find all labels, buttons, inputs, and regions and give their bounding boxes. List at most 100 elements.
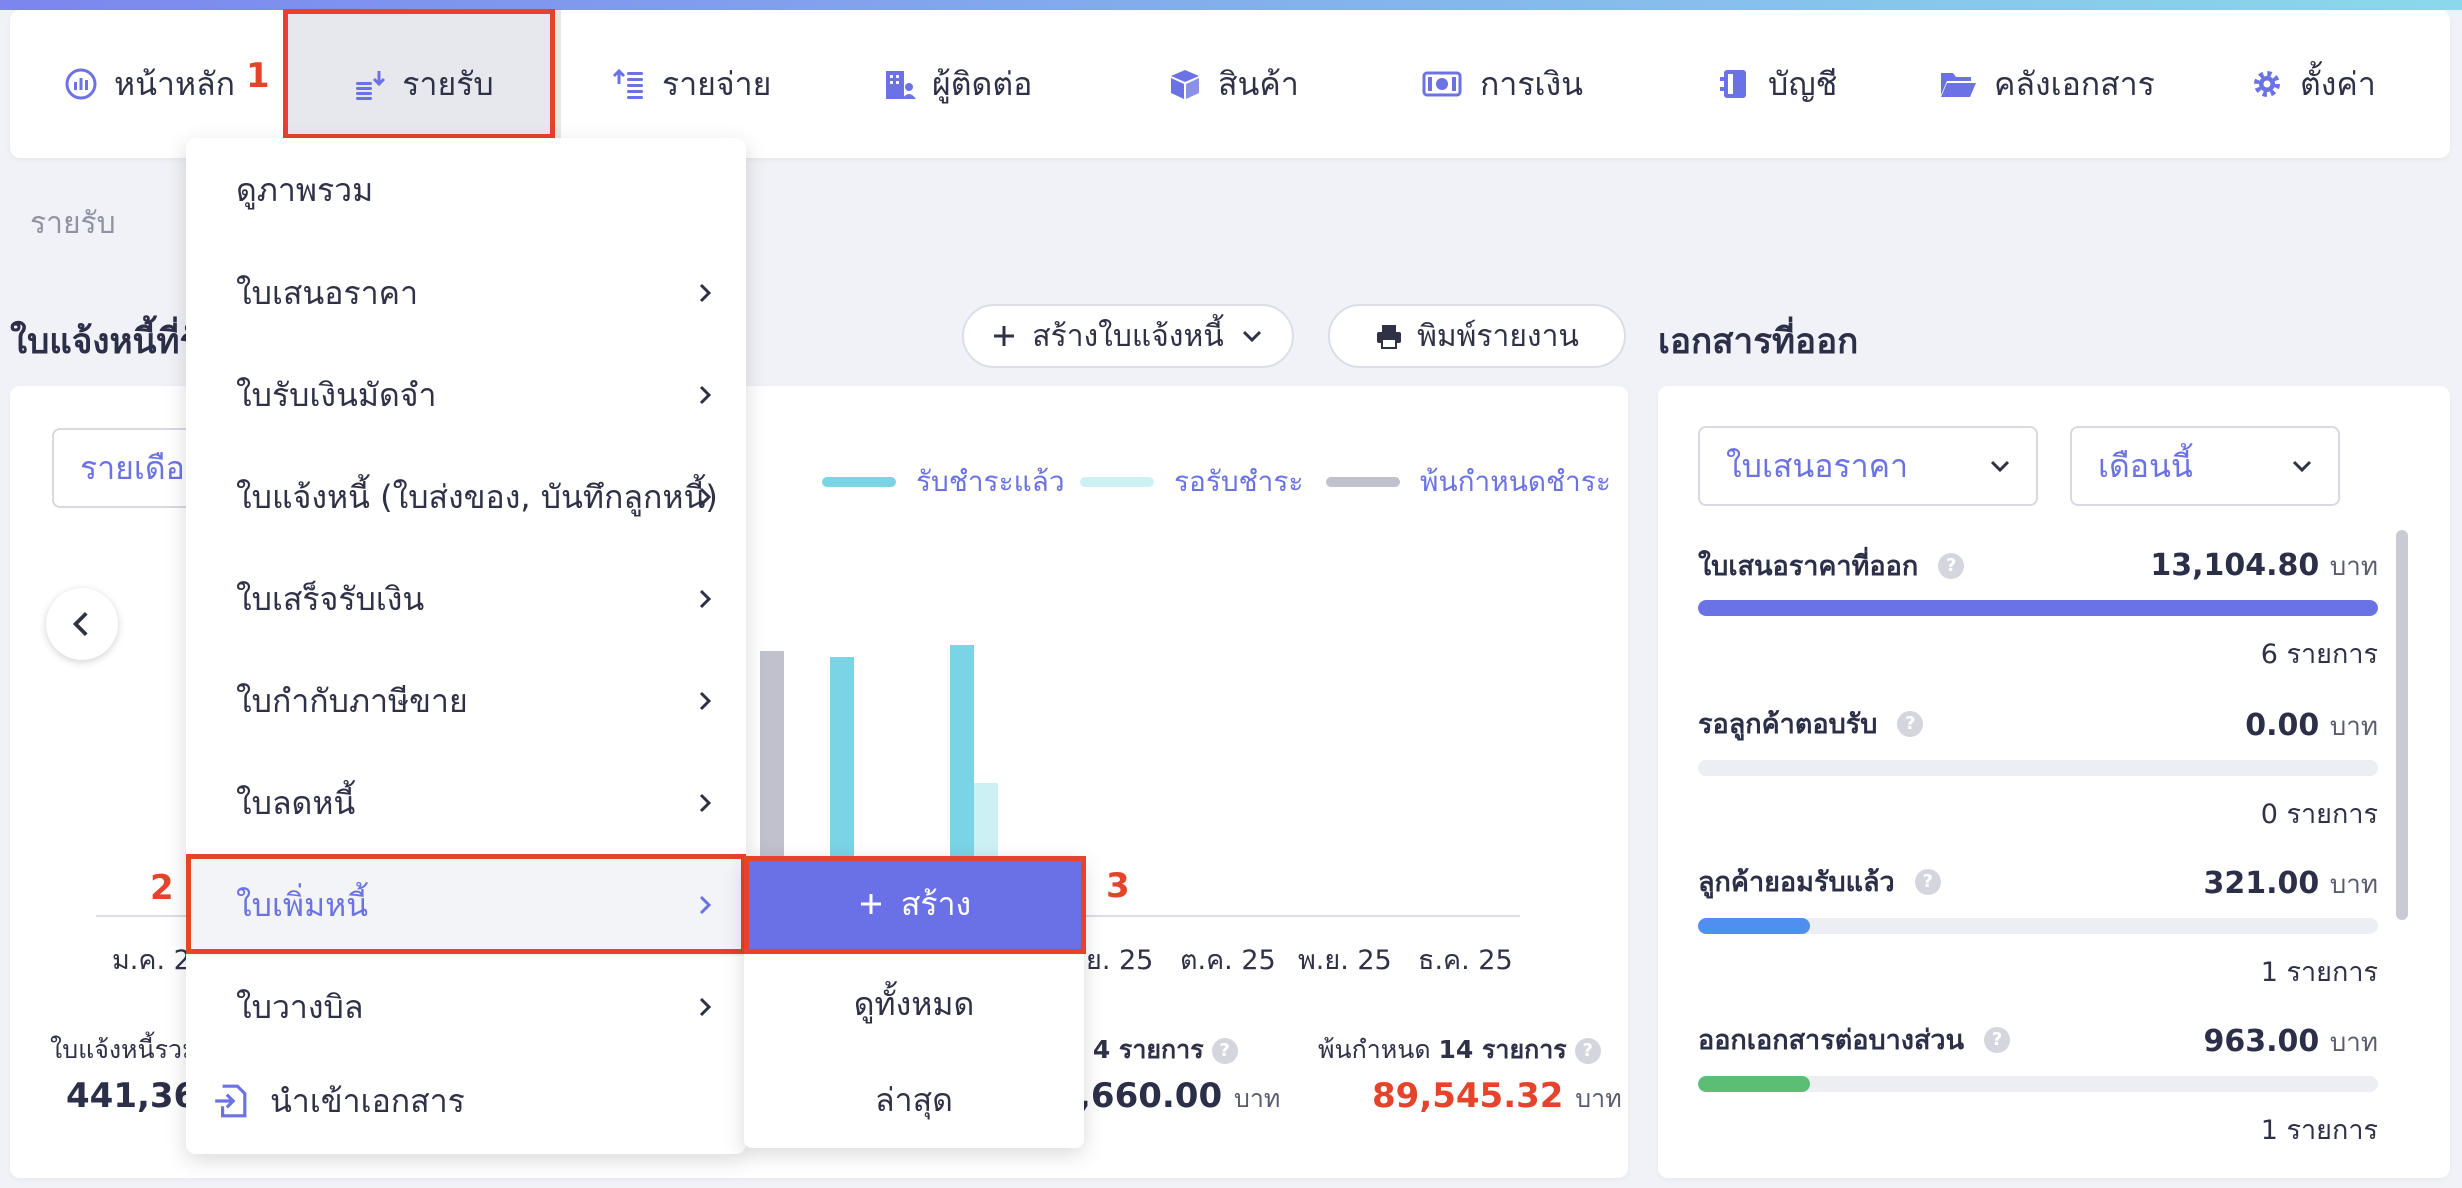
legend-overdue[interactable]: พ้นกำหนดชำระ xyxy=(1326,460,1611,504)
doc-row-label: ลูกค้ายอมรับแล้ว ? xyxy=(1698,860,1941,903)
currency-unit: บาท xyxy=(2329,870,2378,900)
menu-item-quotation[interactable]: ใบเสนอราคา xyxy=(186,242,746,344)
nav-item-contacts[interactable]: ผู้ติดต่อ xyxy=(882,10,1032,158)
tick-label: ต.ค. 25 xyxy=(1180,945,1276,976)
menu-item-debit-note[interactable]: ใบเพิ่มหนี้ xyxy=(186,854,746,956)
document-type-select[interactable]: ใบเสนอราคา xyxy=(1698,426,2038,506)
plus-icon xyxy=(860,894,881,914)
menu-item-overview[interactable]: ดูภาพรวม xyxy=(186,140,746,240)
menu-item-label: ใบแจ้งหนี้ (ใบส่งของ, บันทึกลูกหนี้) xyxy=(236,477,718,516)
print-report-button[interactable]: พิมพ์รายงาน xyxy=(1328,304,1626,368)
menu-item-label: ใบกำกับภาษีขาย xyxy=(236,681,468,720)
menu-item-label: ใบรับเงินมัดจำ xyxy=(236,375,437,414)
help-icon[interactable]: ? xyxy=(1984,1026,2011,1053)
nav-item-documents[interactable]: คลังเอกสาร xyxy=(1938,10,2155,158)
doc-row-amount: 321.00 xyxy=(2203,866,2320,901)
chevron-right-icon xyxy=(699,589,712,609)
currency-unit: บาท xyxy=(2329,712,2378,742)
currency-unit: บาท xyxy=(2329,552,2378,582)
menu-item-tax-invoice[interactable]: ใบกำกับภาษีขาย xyxy=(186,650,746,752)
chevron-right-icon xyxy=(699,793,712,813)
menu-item-receipt[interactable]: ใบเสร็จรับเงิน xyxy=(186,548,746,650)
nav-item-label: รายจ่าย xyxy=(662,64,772,103)
doc-row-value: 13,104.80 บาท xyxy=(2080,546,2378,587)
currency-unit: บาท xyxy=(1233,1084,1281,1113)
top-accent-bar xyxy=(0,0,2462,10)
nav-item-label: รายรับ xyxy=(402,64,494,103)
tick-label: ธ.ค. 25 xyxy=(1418,945,1513,976)
menu-item-import[interactable]: นำเข้าเอกสาร xyxy=(186,1050,746,1152)
help-icon[interactable]: ? xyxy=(1938,552,1965,579)
menu-item-credit-note[interactable]: ใบลดหนี้ xyxy=(186,752,746,854)
menu-item-billing-note[interactable]: ใบวางบิล xyxy=(186,956,746,1058)
nav-item-label: สินค้า xyxy=(1218,64,1299,103)
doc-row-count: 1 รายการ xyxy=(2260,1115,2378,1146)
view-all-button[interactable]: ดูทั้งหมด xyxy=(744,956,1084,1052)
nav-item-label: หน้าหลัก xyxy=(114,64,236,103)
doc-row-value: 963.00 บาท xyxy=(2080,1022,2378,1063)
chevron-down-icon xyxy=(1990,460,2010,473)
nav-item-label: คลังเอกสาร xyxy=(1994,64,2155,103)
menu-item-label: นำเข้าเอกสาร xyxy=(270,1081,465,1120)
create-invoice-label: สร้างใบแจ้งหนี้ xyxy=(1032,318,1224,354)
overdue-stat-label: พ้นกำหนด 14 รายการ ? xyxy=(1318,1030,1601,1070)
chevron-down-icon xyxy=(2292,460,2312,473)
create-invoice-button[interactable]: สร้างใบแจ้งหนี้ xyxy=(962,304,1294,368)
doc-row-progress xyxy=(1698,600,2378,616)
help-icon[interactable]: ? xyxy=(1211,1038,1238,1064)
folder-icon xyxy=(1941,73,1976,97)
nav-item-accounting[interactable]: บัญชี xyxy=(1718,10,1837,158)
legend-swatch xyxy=(1326,477,1400,487)
latest-button[interactable]: ล่าสุด xyxy=(744,1052,1084,1148)
breadcrumb: รายรับ xyxy=(30,206,116,241)
chevron-right-icon xyxy=(699,385,712,405)
document-period-select[interactable]: เดือนนี้ xyxy=(2070,426,2340,506)
legend-paid[interactable]: รับชำระแล้ว xyxy=(822,460,1065,504)
pending-stat-label: ระ 4 รายการ ? xyxy=(1058,1030,1238,1070)
step-marker-1: 1 xyxy=(246,56,270,96)
doc-row-count: 6 รายการ xyxy=(2260,639,2378,670)
plus-icon xyxy=(994,326,1015,346)
legend-pending[interactable]: รอรับชำระ xyxy=(1080,460,1303,504)
menu-item-label: ดูภาพรวม xyxy=(236,170,374,209)
document-type-value: ใบเสนอราคา xyxy=(1726,446,1909,485)
nav-item-home[interactable]: หน้าหลัก xyxy=(64,10,235,158)
nav-item-products[interactable]: สินค้า xyxy=(1168,10,1299,158)
tick-label: ย. 25 xyxy=(1086,945,1154,976)
menu-item-label: ใบเพิ่มหนี้ xyxy=(236,885,369,924)
pending-amount: ,660.00 xyxy=(1078,1076,1223,1116)
doc-row-progress xyxy=(1698,1076,2378,1092)
currency-unit: บาท xyxy=(2329,1028,2378,1058)
chart-prev-button[interactable] xyxy=(46,588,118,660)
doc-row-amount: 0.00 xyxy=(2245,708,2320,743)
chevron-right-icon xyxy=(699,997,712,1017)
nav-item-label: ตั้งค่า xyxy=(2300,64,2376,103)
documents-scrollbar[interactable] xyxy=(2396,530,2408,920)
legend-label: พ้นกำหนดชำระ xyxy=(1420,465,1611,498)
nav-item-income[interactable]: รายรับ xyxy=(285,10,561,158)
chevron-right-icon xyxy=(699,487,712,507)
menu-item-invoice[interactable]: ใบแจ้งหนี้ (ใบส่งของ, บันทึกลูกหนี้) xyxy=(186,446,746,548)
create-debit-note-button[interactable]: สร้าง xyxy=(744,856,1084,952)
documents-section-title: เอกสารที่ออก xyxy=(1658,322,1859,362)
nav-item-settings[interactable]: ตั้งค่า xyxy=(2250,10,2376,158)
help-icon[interactable]: ? xyxy=(1897,710,1924,737)
debit-note-submenu: สร้าง ดูทั้งหมด ล่าสุด xyxy=(744,856,1084,1148)
help-icon[interactable]: ? xyxy=(1574,1038,1601,1064)
menu-item-deposit-receipt[interactable]: ใบรับเงินมัดจำ xyxy=(186,344,746,446)
doc-row-label: รอลูกค้าตอบรับ ? xyxy=(1698,702,1924,745)
invoice-section-title: ใบแจ้งหนี้ที่รั xyxy=(10,322,199,362)
doc-row-progress xyxy=(1698,918,2378,934)
menu-item-label: ใบเสร็จรับเงิน xyxy=(236,579,425,618)
doc-row-value: 0.00 บาท xyxy=(2080,706,2378,747)
doc-row-count: 0 รายการ xyxy=(2260,799,2378,830)
help-icon[interactable]: ? xyxy=(1914,868,1941,895)
progress-fill xyxy=(1698,918,1811,934)
printer-icon xyxy=(1377,325,1402,349)
nav-item-expense[interactable]: รายจ่าย xyxy=(612,10,771,158)
doc-row-label-text: รอลูกค้าตอบรับ xyxy=(1698,709,1878,740)
doc-row-count: 1 รายการ xyxy=(2260,957,2378,988)
tick-label: ม.ค. 2 xyxy=(112,945,191,976)
nav-item-finance[interactable]: การเงิน xyxy=(1420,10,1583,158)
progress-fill xyxy=(1698,1076,1811,1092)
